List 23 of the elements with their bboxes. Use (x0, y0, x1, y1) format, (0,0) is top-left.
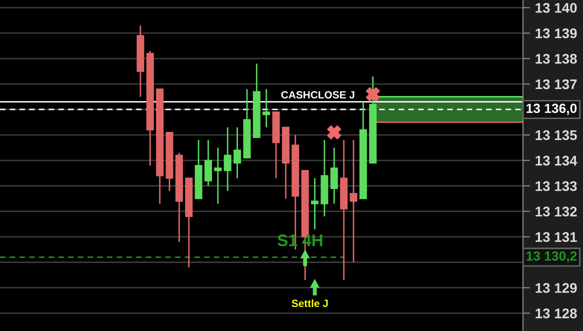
candlestick (330, 146, 338, 204)
y-tick-label: 13 138 (536, 54, 577, 64)
y-tick-label: 13 140 (536, 2, 577, 13)
candlestick (224, 126, 232, 192)
candlestick (262, 88, 270, 128)
y-tick-label: 13 137 (536, 79, 577, 90)
y-tick-label: 13 135 (536, 130, 577, 140)
y-tick-label: 13 132 (536, 206, 577, 217)
y-tick-label: 13 139 (536, 28, 577, 38)
candlestick (214, 146, 222, 204)
y-tick-label: 13 134 (536, 156, 578, 166)
y-tick-label: 13 129 (536, 283, 577, 293)
y-tick-label: 13 128 (536, 308, 577, 318)
text: 13 136,0 (526, 104, 577, 115)
text: 13 130,2 (526, 251, 577, 263)
candlestick (350, 139, 358, 263)
candlestick (311, 178, 319, 230)
annotation: Settle J (292, 299, 328, 308)
candlestick (234, 126, 242, 179)
y-tick-label: 13 133 (536, 181, 577, 192)
candlestick (204, 139, 212, 187)
ref-line-label: CASHCLOSE J (281, 91, 354, 99)
y-tick-label: 13 131 (536, 232, 577, 242)
